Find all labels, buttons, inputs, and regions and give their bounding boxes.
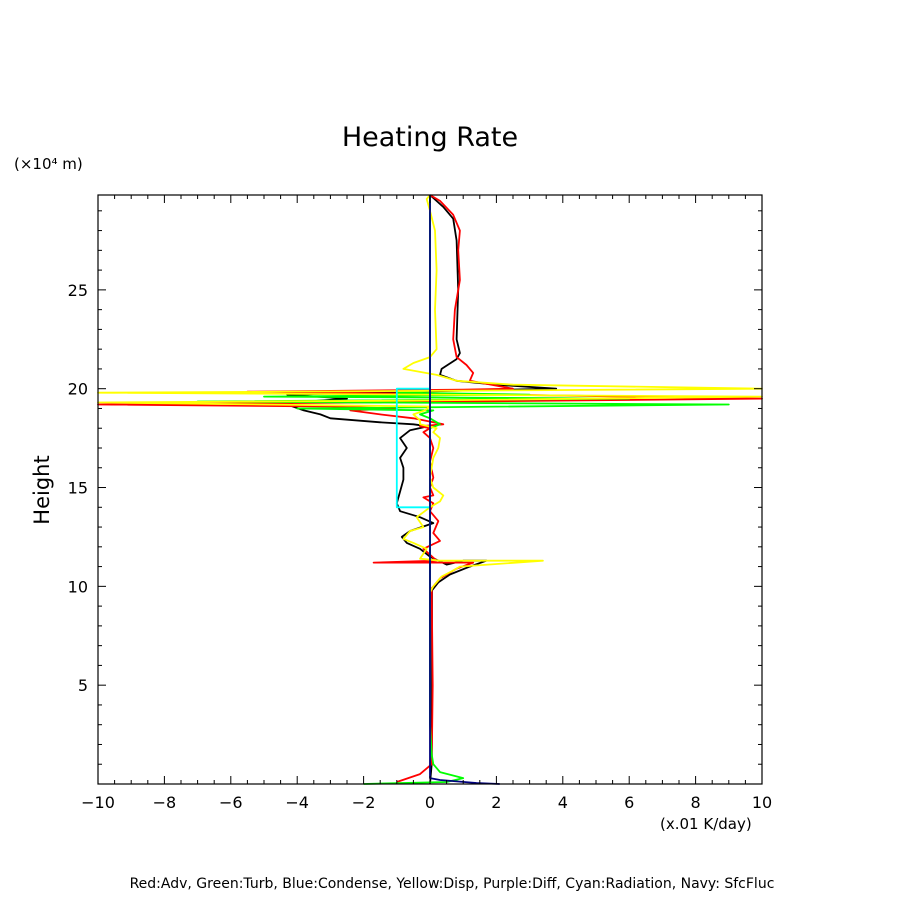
x-axis-unit: (x.01 K/day) <box>660 815 752 833</box>
x-tick-label: −2 <box>352 793 376 812</box>
x-tick-label: 2 <box>491 793 501 812</box>
series-line-5 <box>429 195 500 785</box>
x-tick-label: 6 <box>624 793 634 812</box>
series-line-1 <box>97 194 763 783</box>
legend-caption: Red:Adv, Green:Turb, Blue:Condense, Yell… <box>129 876 775 892</box>
x-tick-label: −6 <box>219 793 243 812</box>
x-tick-label: 8 <box>691 793 701 812</box>
y-axis-unit: (×10⁴ m) <box>14 155 83 173</box>
x-tick-label: 4 <box>558 793 568 812</box>
y-tick-label: 25 <box>68 281 88 300</box>
x-tick-label: −8 <box>153 793 177 812</box>
x-tick-label: 0 <box>425 793 435 812</box>
x-tick-label: −10 <box>81 793 115 812</box>
y-tick-label: 15 <box>68 479 88 498</box>
x-tick-label: 10 <box>752 793 772 812</box>
y-tick-label: 5 <box>78 676 88 695</box>
series-line-2 <box>196 195 730 785</box>
y-tick-label: 20 <box>68 380 88 399</box>
x-tick-label: −4 <box>285 793 309 812</box>
series-line-3 <box>97 194 763 593</box>
series-line-0 <box>286 194 558 785</box>
series-line-4 <box>395 387 430 509</box>
chart-title: Heating Rate <box>341 122 519 153</box>
y-tick-label: 10 <box>68 577 88 596</box>
